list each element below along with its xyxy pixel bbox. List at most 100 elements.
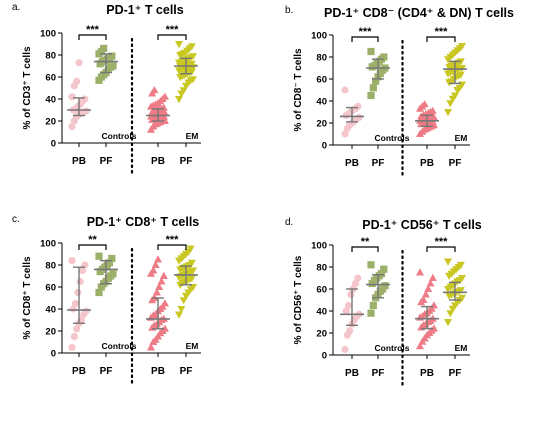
y-tick-label: 60 [316, 75, 327, 86]
data-point [428, 273, 437, 281]
series-pf-controls [94, 44, 118, 84]
y-tick-label: 0 [51, 139, 56, 150]
group-label-controls: Controls [375, 343, 410, 353]
data-point [369, 301, 377, 310]
data-point [73, 325, 81, 333]
y-tick-label: 20 [316, 119, 327, 130]
y-tick-label: 80 [316, 263, 327, 274]
y-tick-label: 60 [45, 73, 56, 84]
data-point [108, 52, 116, 60]
data-point [161, 109, 169, 117]
significance-bracket [78, 34, 107, 40]
y-tick-label: 20 [45, 327, 56, 338]
series-pb-em [415, 100, 439, 137]
data-point [151, 260, 160, 268]
data-point [152, 288, 161, 296]
data-point [68, 343, 76, 352]
data-point [187, 275, 196, 283]
significance-bracket [426, 36, 456, 42]
data-point [381, 282, 389, 290]
y-axis-label: % of CD8⁺ T cells [22, 256, 33, 340]
significance-stars: *** [359, 26, 373, 38]
data-point [430, 113, 438, 121]
data-point [458, 294, 466, 302]
chart-panel-a: a. PD-1⁺ T cells % of CD3⁺ T cells 0 20 40 60 8… [12, 2, 201, 175]
panel-label: b. [285, 5, 293, 16]
group-label-controls: Controls [375, 133, 410, 143]
panel-label: c. [12, 214, 20, 225]
data-point [444, 319, 452, 327]
data-point [82, 307, 90, 315]
data-point [70, 332, 78, 341]
data-point [175, 96, 183, 104]
significance-bracket [157, 244, 187, 250]
x-tick-label: PB [420, 158, 434, 169]
series-pb-em [146, 255, 170, 351]
data-point [355, 113, 363, 122]
group-label-em: EM [455, 343, 468, 353]
data-point [177, 306, 186, 314]
y-axis-label: % of CD56⁺ T cells [293, 255, 304, 344]
x-tick-label: PB [345, 368, 359, 379]
y-tick-label: 80 [316, 53, 327, 64]
group-label-controls: Controls [102, 341, 137, 351]
y-tick-label: 100 [311, 241, 327, 252]
data-point [157, 277, 166, 285]
data-point [189, 284, 197, 292]
significance-stars: *** [435, 26, 449, 38]
data-point [456, 261, 465, 269]
data-point [81, 95, 89, 103]
chart-title: PD-1⁺ T cells [106, 3, 184, 17]
data-point [354, 274, 362, 282]
series-pf-em [174, 41, 198, 104]
data-point [377, 270, 386, 278]
data-point [456, 287, 465, 295]
data-point [74, 288, 82, 297]
significance-bracket [78, 244, 107, 250]
significance-bracket [157, 34, 187, 40]
data-point [159, 271, 168, 279]
data-point [187, 43, 196, 51]
significance-bracket [351, 36, 379, 42]
data-point [369, 84, 377, 92]
panel-label: a. [12, 2, 20, 13]
data-point [147, 343, 155, 351]
x-tick-label: PF [372, 368, 385, 379]
data-point [380, 53, 388, 61]
data-point [161, 299, 169, 307]
data-point [430, 301, 438, 309]
series-pf-em [443, 43, 467, 117]
chart-title: PD-1⁺ CD8⁺ T cells [87, 215, 200, 229]
significance-stars: ** [361, 236, 370, 248]
data-point [154, 255, 162, 263]
significance-bracket [426, 246, 456, 252]
y-tick-label: 80 [45, 261, 56, 272]
chart-panel-d: d. PD-1⁺ CD56⁺ T cells % of CD56⁺ T cells 0… [285, 217, 482, 387]
data-point [346, 327, 354, 335]
y-tick-label: 40 [316, 97, 327, 108]
data-point [416, 268, 424, 276]
group-label-em: EM [186, 131, 199, 141]
data-point [189, 53, 197, 61]
y-tick-label: 20 [45, 117, 56, 128]
y-tick-label: 80 [45, 51, 56, 62]
data-point [341, 345, 349, 354]
data-point [430, 324, 438, 332]
chart-title: PD-1⁺ CD8⁻ (CD4⁺ & DN) T cells [324, 6, 514, 20]
series-pb-controls [67, 59, 91, 131]
data-point [351, 279, 360, 288]
data-point [451, 92, 459, 100]
data-point [186, 245, 195, 253]
x-tick-label: PB [345, 158, 359, 169]
y-tick-label: 0 [51, 349, 56, 360]
data-point [76, 277, 84, 286]
significance-stars: *** [435, 236, 449, 248]
data-point [187, 68, 196, 76]
data-point [372, 77, 380, 85]
significance-stars: *** [166, 24, 180, 36]
data-point [155, 282, 164, 290]
panel-label: d. [285, 217, 293, 228]
y-tick-label: 0 [322, 351, 327, 362]
x-tick-label: PB [151, 366, 165, 377]
